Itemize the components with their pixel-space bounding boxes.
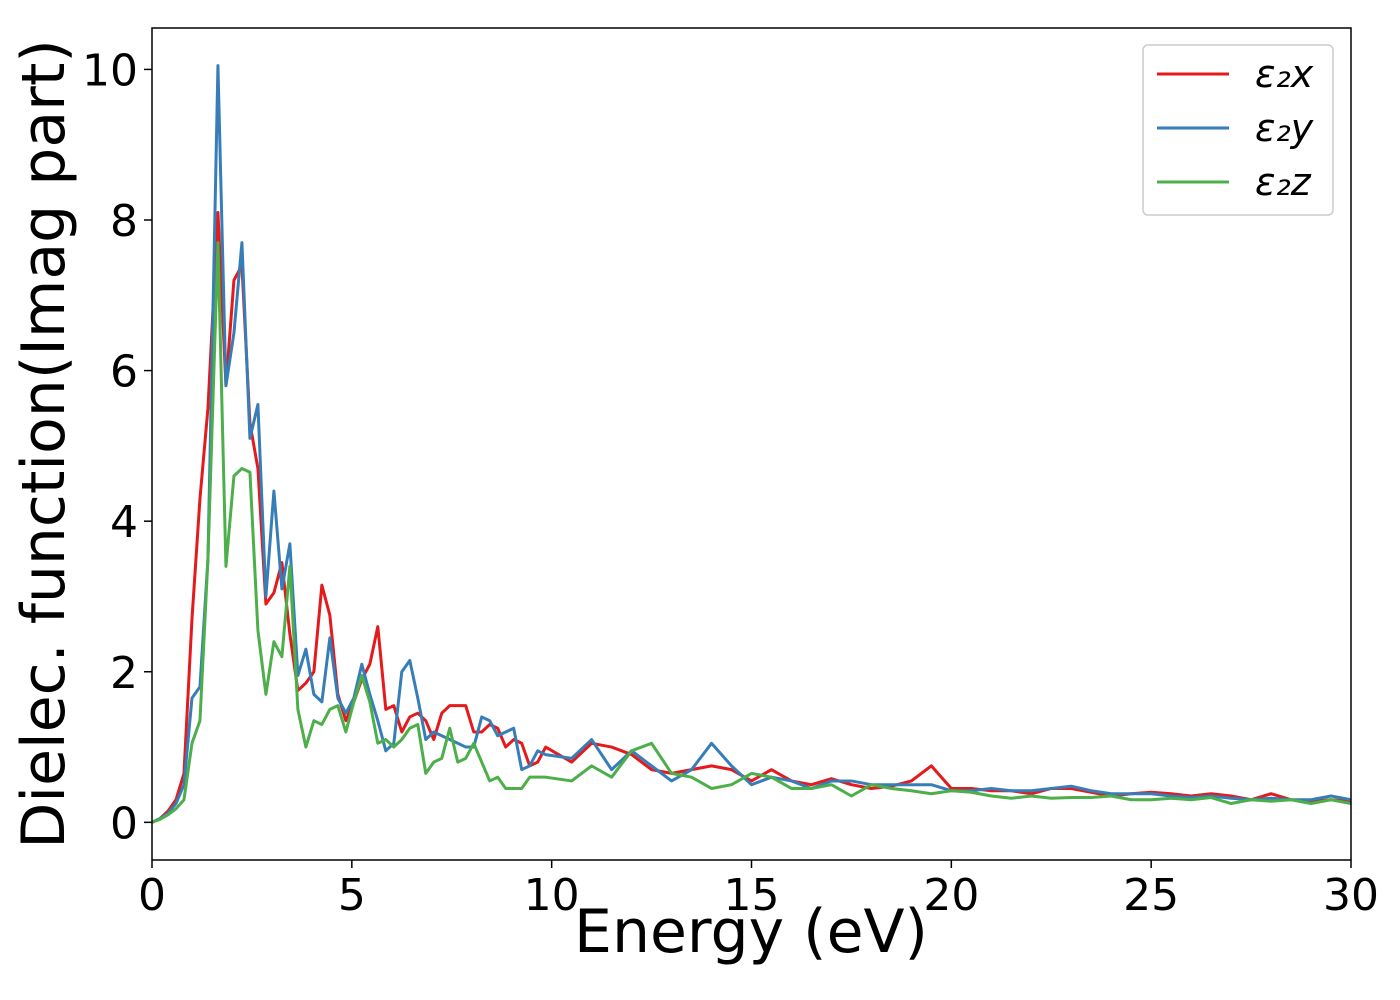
legend-label: ε₂y [1255,106,1314,150]
x-tick-label: 10 [524,870,580,921]
y-tick-label: 4 [110,497,138,548]
legend: ε₂x ε₂y ε₂z [1142,44,1334,216]
x-tick-label: 25 [1123,870,1179,921]
x-tick-label: 0 [138,870,166,921]
legend-label: ε₂z [1255,160,1312,204]
y-tick-label: 6 [110,347,138,398]
legend-box [1142,44,1334,216]
y-tick-label: 0 [110,798,138,849]
x-tick-label: 20 [923,870,979,921]
data-line [151,241,1352,824]
legend-label: ε₂x [1255,52,1314,96]
x-tick-label: 30 [1323,870,1379,921]
x-tick-label: 5 [338,870,366,921]
y-tick-label: 10 [82,45,138,96]
x-tick-label: 15 [724,870,780,921]
y-tick-label: 2 [110,648,138,699]
y-axis-label: Dielec. function(Imag part) [9,39,79,849]
plot-frame [151,27,1352,861]
data-line [151,210,1352,824]
y-tick-label: 8 [110,196,138,247]
x-axis-label: Energy (eV) [574,897,928,967]
data-line [151,64,1352,824]
